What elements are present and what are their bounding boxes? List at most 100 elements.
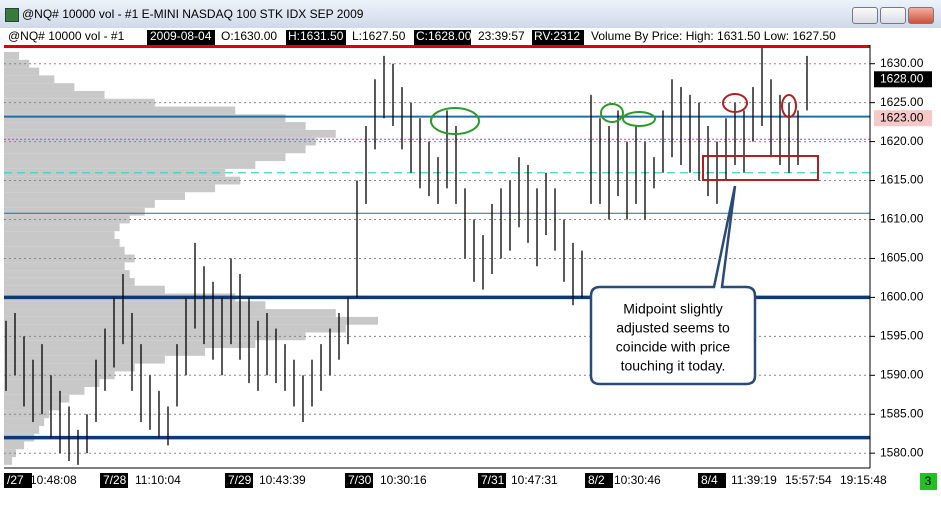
x-time-label: 15:57:54 — [785, 473, 832, 487]
green-ellipse — [622, 111, 656, 127]
red-ellipse — [781, 94, 797, 118]
callout — [589, 185, 757, 386]
x-date-label: 7/30 — [348, 473, 372, 487]
close-button[interactable] — [908, 7, 934, 24]
green-ellipse — [430, 107, 480, 135]
y-tick-label: 1620.00 — [880, 134, 924, 148]
x-date-label: 7/28 — [103, 473, 127, 487]
volume-bar — [4, 246, 125, 255]
volume-bar — [4, 386, 85, 395]
x-time-label: 10:47:31 — [511, 473, 558, 487]
symbol: @NQ# 10000 vol - #1 — [8, 29, 125, 43]
date: 2009-08-04 — [150, 29, 212, 43]
time: 23:39:57 — [478, 29, 525, 43]
volume-bar — [4, 441, 25, 450]
volume-bar — [4, 285, 165, 294]
high: H:1631.50 — [288, 29, 344, 43]
volume-bar — [4, 192, 185, 201]
date-box — [585, 473, 613, 488]
volume-bar — [4, 67, 40, 76]
volume-bar — [4, 90, 105, 99]
volume-bar — [4, 355, 165, 364]
y-tick-label: 1595.00 — [880, 329, 924, 343]
date-box — [100, 473, 128, 488]
rv-box — [532, 30, 584, 45]
volume-bar — [4, 301, 266, 310]
volume-bar — [4, 52, 20, 60]
x-time-label: 19:15:48 — [840, 473, 887, 487]
x-date-label: 8/2 — [588, 473, 605, 487]
low: L:1627.50 — [352, 29, 406, 43]
volume-bar — [4, 340, 256, 349]
minimize-button[interactable] — [852, 7, 878, 24]
volume-bar — [4, 184, 216, 193]
volume-bar — [4, 277, 135, 286]
x-date-label: /27 — [7, 473, 24, 487]
volume-bar — [4, 418, 45, 426]
date-box — [698, 473, 726, 488]
volume-bar — [4, 231, 115, 239]
date-box — [4, 473, 32, 488]
annotation-shapes — [430, 93, 819, 386]
y-tick-label: 1625.00 — [880, 95, 924, 109]
price-label: 1628.00 — [880, 71, 924, 85]
close-box — [414, 30, 471, 45]
x-axis: /27 10:48:08 7/28 11:10:04 7/29 10:43:39 7/30 1… — [4, 473, 887, 488]
window-title: @NQ# 10000 vol - #1 E-MINI NASDAQ 100 ST… — [22, 7, 364, 21]
red-ellipse — [722, 93, 748, 113]
callout-text: Midpoint slightly adjusted seems to coinci… — [616, 301, 731, 374]
callout-line: adjusted seems to — [616, 320, 730, 336]
y-tick-label: 1630.00 — [880, 56, 924, 70]
y-tick-label: 1600.00 — [880, 290, 924, 304]
red-box — [702, 155, 819, 181]
volume-bar — [4, 83, 75, 91]
price-label-box — [874, 110, 932, 127]
volume-bar — [4, 324, 346, 333]
header: @NQ# 10000 vol - #1 2009-08-04 O:1630.00… — [8, 29, 836, 45]
volume-bar — [4, 270, 130, 278]
volume-bar — [4, 262, 125, 271]
volume-bar — [4, 457, 13, 465]
date-box — [225, 473, 253, 488]
volume-bar — [4, 316, 378, 325]
date-box — [147, 30, 215, 45]
corner-label: 3 — [925, 474, 932, 488]
x-time-label: 10:30:16 — [380, 473, 427, 487]
callout-line: coincide with price — [616, 339, 731, 355]
open: O:1630.00 — [221, 29, 277, 43]
date-box — [478, 473, 506, 488]
volume-bar — [4, 309, 336, 317]
chart: @NQ# 10000 vol - #1 2009-08-04 O:1630.00… — [0, 28, 941, 508]
y-tick-label: 1590.00 — [880, 367, 924, 381]
x-time-label: 10:43:39 — [259, 473, 306, 487]
date-box — [345, 473, 373, 488]
volume-bar — [4, 176, 241, 185]
maximize-button[interactable] — [880, 7, 906, 24]
y-tick-label: 1615.00 — [880, 173, 924, 187]
close: C:1628.00 — [416, 29, 472, 43]
corner-box — [920, 473, 937, 490]
volume-bar — [4, 410, 50, 419]
high-box — [286, 30, 346, 45]
volume-bar — [4, 402, 60, 411]
x-date-label: 7/29 — [228, 473, 252, 487]
volume-bar — [4, 122, 306, 130]
volume-bar — [4, 129, 336, 138]
y-tick-label: 1605.00 — [880, 251, 924, 265]
volume-by-price: Volume By Price: High: 1631.50 Low: 1627… — [591, 29, 836, 43]
y-tick-label: 1585.00 — [880, 406, 924, 420]
x-time-label: 10:48:08 — [30, 473, 77, 487]
volume-bar — [4, 106, 236, 115]
x-date-label: 7/31 — [481, 473, 505, 487]
green-ellipse — [600, 103, 624, 123]
price-label-box — [874, 71, 932, 88]
x-date-label: 8/4 — [701, 473, 718, 487]
volume-bar — [4, 363, 135, 372]
callout-line: touching it today. — [621, 358, 726, 374]
y-tick-label: 1580.00 — [880, 445, 924, 459]
volume-bar — [4, 59, 30, 68]
y-tick-label: 1610.00 — [880, 212, 924, 226]
volume-bar — [4, 223, 120, 232]
volume-bar — [4, 200, 155, 208]
